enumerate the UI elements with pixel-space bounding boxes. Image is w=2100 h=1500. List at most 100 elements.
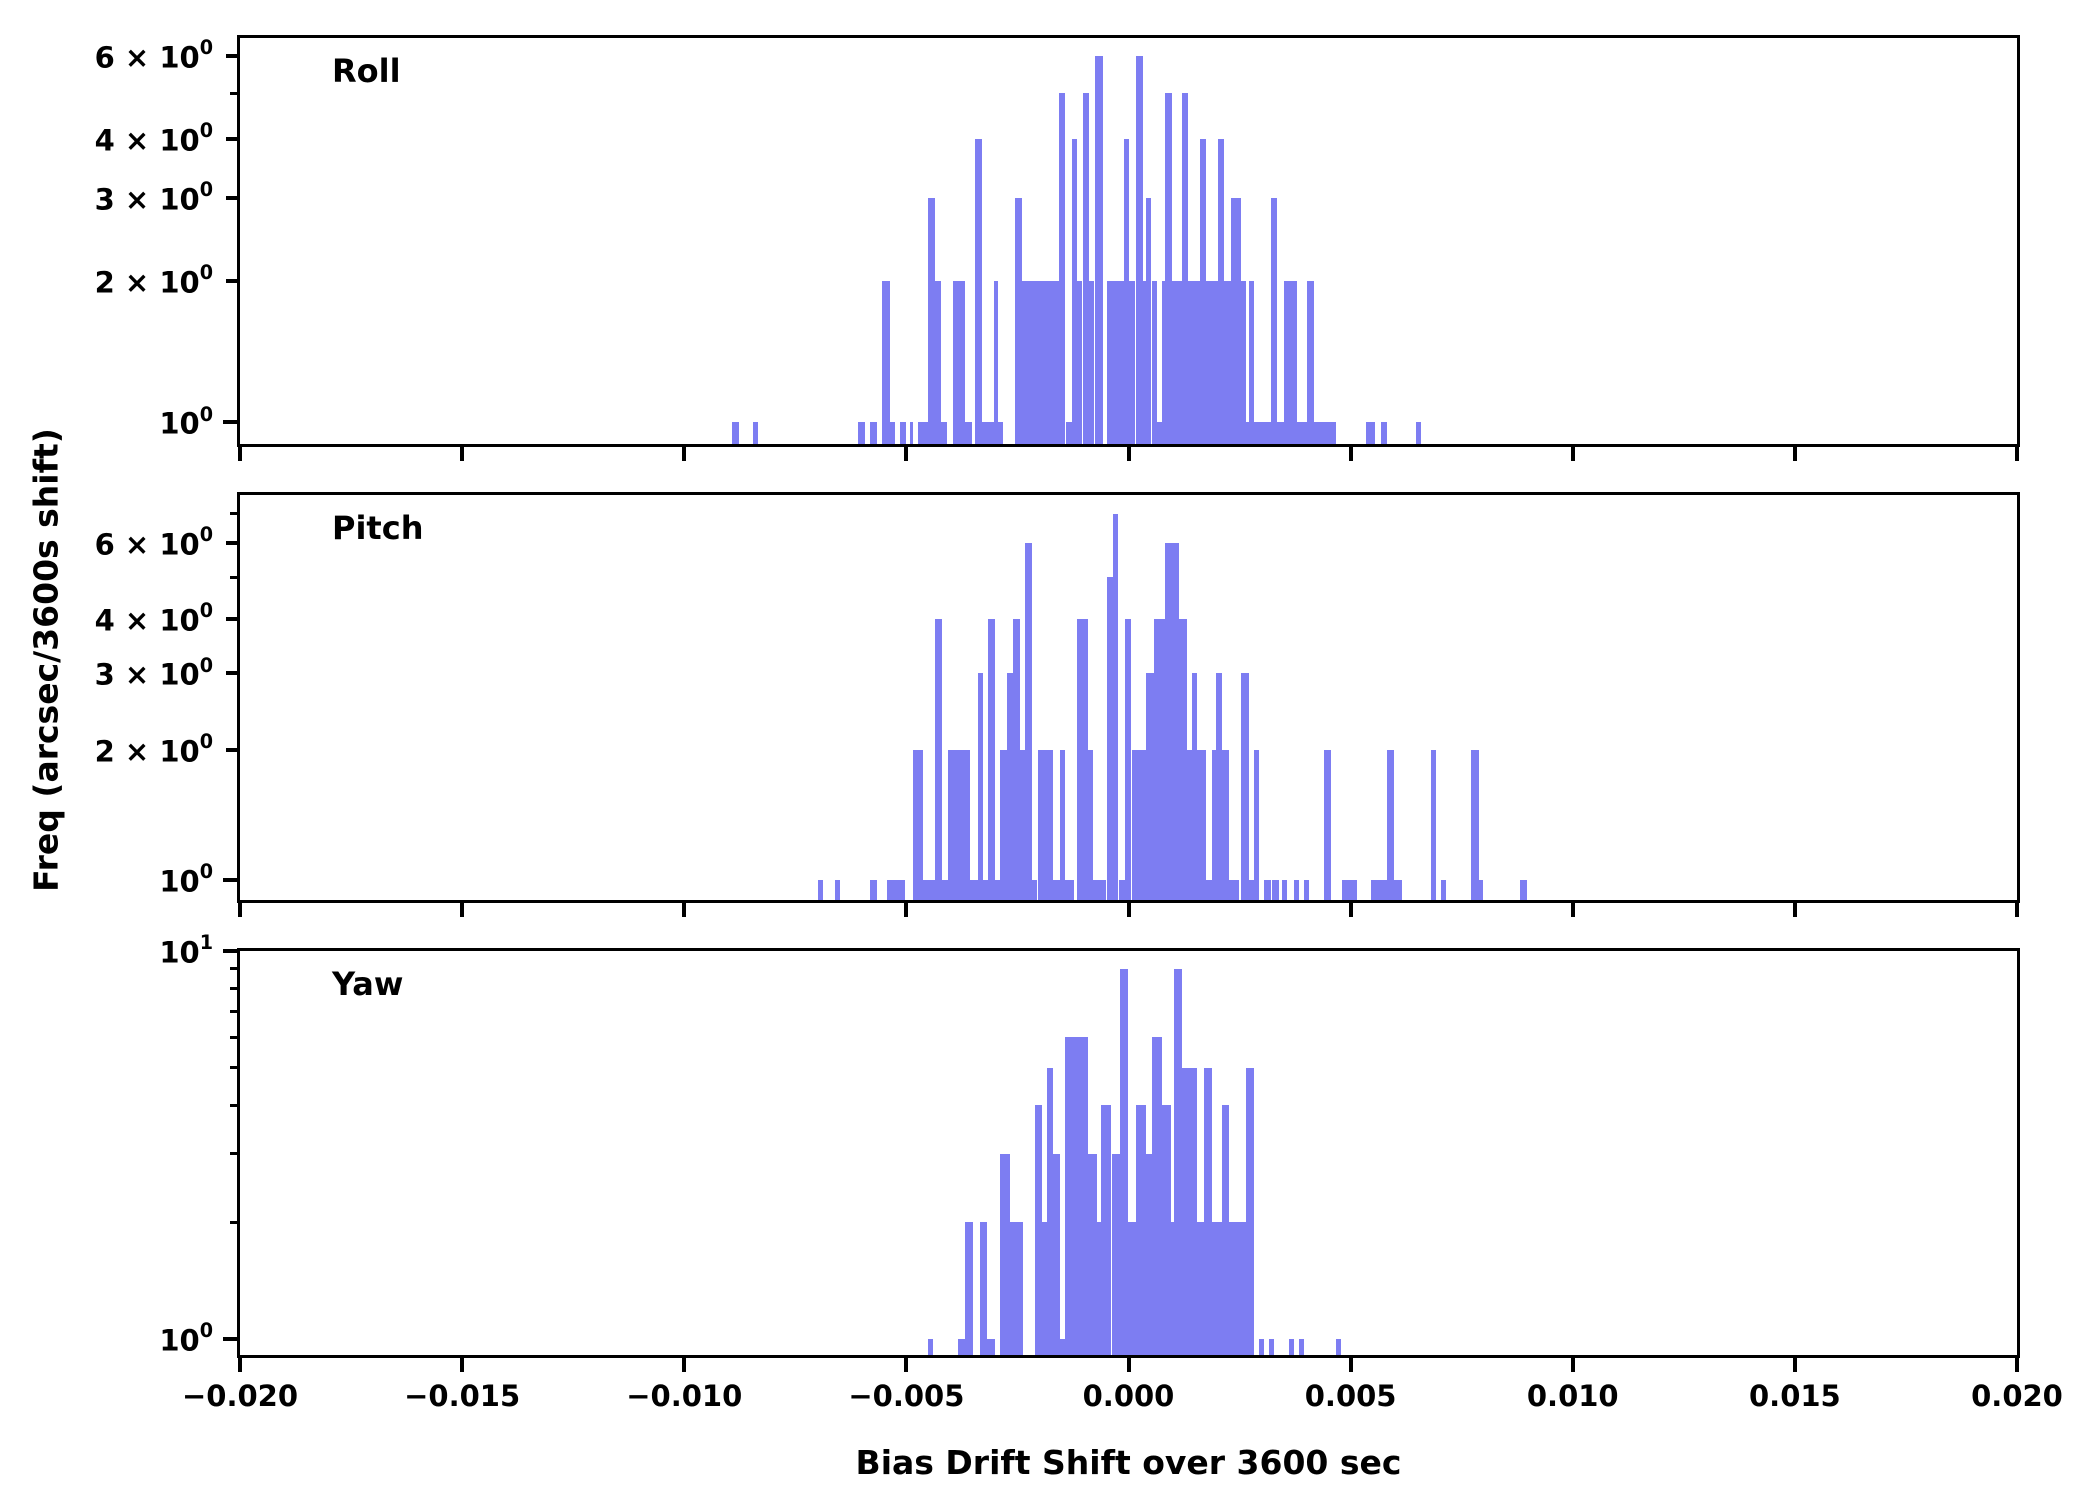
histogram-bar — [1024, 542, 1033, 900]
x-tick — [1348, 1358, 1353, 1372]
y-tick-label: 6 × 100 — [94, 523, 213, 562]
histogram-bar — [1127, 1222, 1137, 1355]
histogram-bar — [923, 880, 936, 900]
histogram-bar — [1088, 280, 1095, 444]
histogram-bar — [1441, 880, 1447, 900]
histogram-bar — [1229, 1222, 1247, 1355]
histogram-bar — [1118, 880, 1126, 900]
histogram-bar — [882, 280, 891, 444]
histogram-bar — [965, 422, 973, 444]
x-tick — [1348, 447, 1353, 461]
x-tick — [460, 447, 465, 461]
x-tick — [238, 903, 242, 917]
y-tick — [230, 91, 237, 95]
histogram-bar — [997, 422, 1003, 444]
histogram-bar — [1187, 749, 1193, 900]
histogram-bar — [1135, 55, 1143, 444]
histogram-bar — [1125, 619, 1132, 900]
histogram-bar — [1182, 1067, 1193, 1355]
histogram-bar — [982, 880, 988, 900]
x-tick — [1792, 1358, 1797, 1372]
histogram-bar — [1276, 422, 1284, 444]
x-tick-label: 0.005 — [1304, 1379, 1397, 1413]
x-tick — [682, 447, 687, 461]
panel-roll: Roll 100 2 × 100 3 × 100 4 × 100 6 × 100 — [95, 35, 2020, 461]
histogram-bar — [1142, 280, 1147, 444]
histogram-bar — [1101, 1105, 1112, 1355]
histogram-bar — [1288, 1339, 1294, 1355]
histogram-bar — [1416, 422, 1422, 444]
y-tick-label: 100 — [159, 402, 213, 442]
x-tick — [1126, 1358, 1131, 1372]
histogram-bar — [1052, 1153, 1061, 1355]
histogram-bar — [1212, 1222, 1222, 1355]
y-tick — [226, 671, 237, 676]
histogram-bar — [1248, 880, 1254, 900]
histogram-bar — [1323, 749, 1332, 900]
histogram-bar — [1065, 422, 1072, 444]
y-tick — [230, 1009, 237, 1013]
histogram-bar — [1254, 422, 1260, 444]
x-tick-label: −0.020 — [181, 1379, 299, 1413]
x-tick — [238, 447, 242, 461]
histogram-bar — [1380, 422, 1387, 444]
x-tick-label: 0.015 — [1749, 1379, 1841, 1413]
histogram-bar — [1182, 93, 1189, 444]
histogram-bar — [1034, 1105, 1042, 1355]
x-tick-label: 0.010 — [1526, 1379, 1619, 1413]
histogram-bar — [942, 880, 949, 900]
histogram-bar — [1222, 1105, 1230, 1355]
histogram-bar — [1031, 880, 1038, 900]
y-tick-label: 100 — [159, 860, 213, 899]
histogram-bar — [1478, 880, 1483, 900]
histogram-bar — [1021, 280, 1059, 444]
x-tick — [1570, 447, 1575, 461]
histogram-bar — [913, 749, 923, 900]
y-tick — [226, 136, 237, 141]
histogram-bar — [1341, 880, 1357, 900]
histogram-bar — [1197, 1222, 1205, 1355]
x-tick — [2015, 447, 2019, 461]
histogram-bar — [1206, 280, 1219, 444]
y-tick — [230, 1220, 237, 1224]
x-tick — [2015, 1358, 2019, 1372]
x-tick-label: −0.015 — [404, 1379, 521, 1413]
histogram-bar — [1283, 280, 1297, 444]
y-tick — [230, 1066, 237, 1070]
histogram-bar — [1094, 55, 1103, 444]
histogram-bar — [1106, 280, 1124, 444]
histogram-bar — [1296, 422, 1307, 444]
y-tick — [226, 195, 237, 200]
histogram-bar — [1241, 673, 1250, 900]
histogram-bar — [731, 422, 739, 444]
histogram-bar — [1165, 542, 1180, 900]
histogram-bar — [1263, 880, 1272, 900]
histogram-bar — [1303, 880, 1309, 900]
histogram-bar — [1393, 880, 1402, 900]
histogram-bar — [900, 422, 906, 444]
x-tick — [682, 903, 687, 917]
histogram-bar — [980, 1222, 988, 1355]
y-tick — [230, 575, 237, 579]
y-tick — [223, 878, 237, 883]
y-tick — [223, 1337, 237, 1342]
y-tick — [230, 1035, 237, 1039]
x-tick — [1126, 903, 1131, 917]
histogram-bar — [1307, 280, 1315, 444]
histogram-bar — [1248, 280, 1254, 444]
x-tick — [1570, 903, 1575, 917]
y-tick — [226, 617, 237, 622]
histogram-bar — [1204, 1067, 1212, 1355]
histogram-bar — [941, 422, 947, 444]
y-tick — [226, 278, 237, 283]
histogram-bar — [1000, 749, 1008, 900]
histogram-bar — [1151, 280, 1158, 444]
histogram-bar — [1096, 1222, 1102, 1355]
histogram-bar — [1281, 880, 1287, 900]
histogram-bar — [1064, 1037, 1088, 1355]
histogram-bar — [1006, 673, 1013, 900]
histogram-bar — [1082, 93, 1089, 444]
x-tick — [460, 1358, 465, 1372]
histogram-bar — [1071, 138, 1077, 444]
histogram-bar — [988, 619, 996, 900]
